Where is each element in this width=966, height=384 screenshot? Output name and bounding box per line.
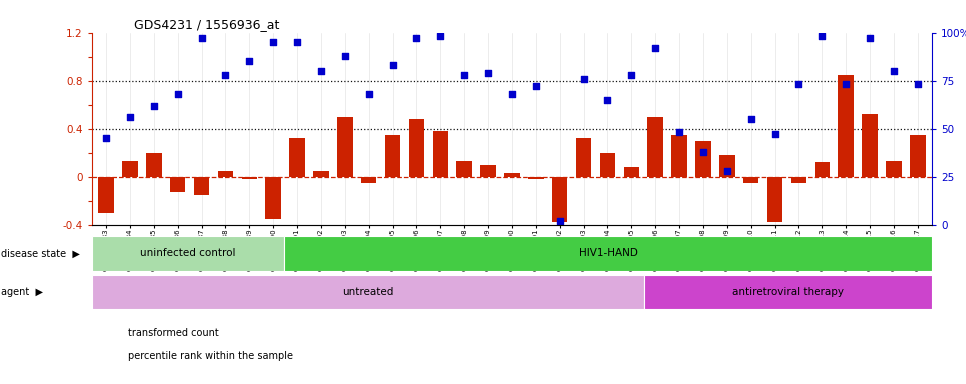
Bar xyxy=(791,177,807,183)
Bar xyxy=(433,131,448,177)
Point xyxy=(266,39,281,45)
Point xyxy=(361,91,377,97)
Bar xyxy=(719,155,734,177)
Text: transformed count: transformed count xyxy=(128,328,218,338)
Point xyxy=(217,72,233,78)
Point xyxy=(814,33,830,40)
Text: uninfected control: uninfected control xyxy=(140,248,236,258)
Bar xyxy=(671,135,687,177)
Point xyxy=(600,97,615,103)
Point xyxy=(791,81,807,88)
Bar xyxy=(170,177,185,192)
Text: percentile rank within the sample: percentile rank within the sample xyxy=(128,351,293,361)
Point xyxy=(647,45,663,51)
Bar xyxy=(838,74,854,177)
Bar xyxy=(696,141,711,177)
Point xyxy=(146,103,161,109)
Bar xyxy=(743,177,758,183)
Text: antiretroviral therapy: antiretroviral therapy xyxy=(732,287,844,297)
Point xyxy=(337,53,353,59)
Point xyxy=(696,149,711,155)
Bar xyxy=(624,167,639,177)
Bar xyxy=(863,114,878,177)
Bar xyxy=(313,170,328,177)
Bar xyxy=(284,236,932,271)
Bar xyxy=(99,177,114,213)
Point xyxy=(528,83,544,89)
Point xyxy=(624,72,639,78)
Bar xyxy=(504,173,520,177)
Point xyxy=(242,58,257,65)
Point xyxy=(504,91,520,97)
Bar xyxy=(194,177,210,195)
Point xyxy=(767,131,782,137)
Bar xyxy=(242,177,257,179)
Bar xyxy=(92,275,644,309)
Point xyxy=(409,35,424,41)
Point xyxy=(384,62,400,68)
Bar xyxy=(644,275,932,309)
Point xyxy=(123,114,138,120)
Bar xyxy=(123,161,138,177)
Bar xyxy=(384,135,400,177)
Point xyxy=(552,218,567,224)
Bar xyxy=(266,177,281,218)
Bar xyxy=(480,165,496,177)
Bar xyxy=(767,177,782,222)
Point xyxy=(170,91,185,97)
Bar xyxy=(814,162,830,177)
Point xyxy=(886,68,901,74)
Text: HIV1-HAND: HIV1-HAND xyxy=(579,248,638,258)
Bar xyxy=(910,135,925,177)
Text: GDS4231 / 1556936_at: GDS4231 / 1556936_at xyxy=(133,18,279,31)
Bar xyxy=(576,138,591,177)
Bar xyxy=(886,161,901,177)
Bar xyxy=(600,153,615,177)
Bar xyxy=(457,161,472,177)
Bar xyxy=(92,236,284,271)
Point xyxy=(743,116,758,122)
Point xyxy=(576,76,591,82)
Bar xyxy=(290,138,305,177)
Point xyxy=(910,81,925,88)
Point xyxy=(719,168,734,174)
Point xyxy=(313,68,328,74)
Bar xyxy=(528,177,544,179)
Bar xyxy=(647,117,663,177)
Bar xyxy=(409,119,424,177)
Point xyxy=(194,35,210,41)
Text: disease state  ▶: disease state ▶ xyxy=(1,248,80,258)
Point xyxy=(863,35,878,41)
Bar xyxy=(337,117,353,177)
Point xyxy=(99,135,114,141)
Point xyxy=(433,33,448,40)
Bar xyxy=(146,153,161,177)
Point xyxy=(671,129,687,136)
Point xyxy=(457,72,472,78)
Bar xyxy=(361,177,377,183)
Text: untreated: untreated xyxy=(342,287,393,297)
Point xyxy=(290,39,305,45)
Text: agent  ▶: agent ▶ xyxy=(1,287,43,297)
Point xyxy=(480,70,496,76)
Bar xyxy=(217,170,233,177)
Bar xyxy=(552,177,567,222)
Point xyxy=(838,81,854,88)
